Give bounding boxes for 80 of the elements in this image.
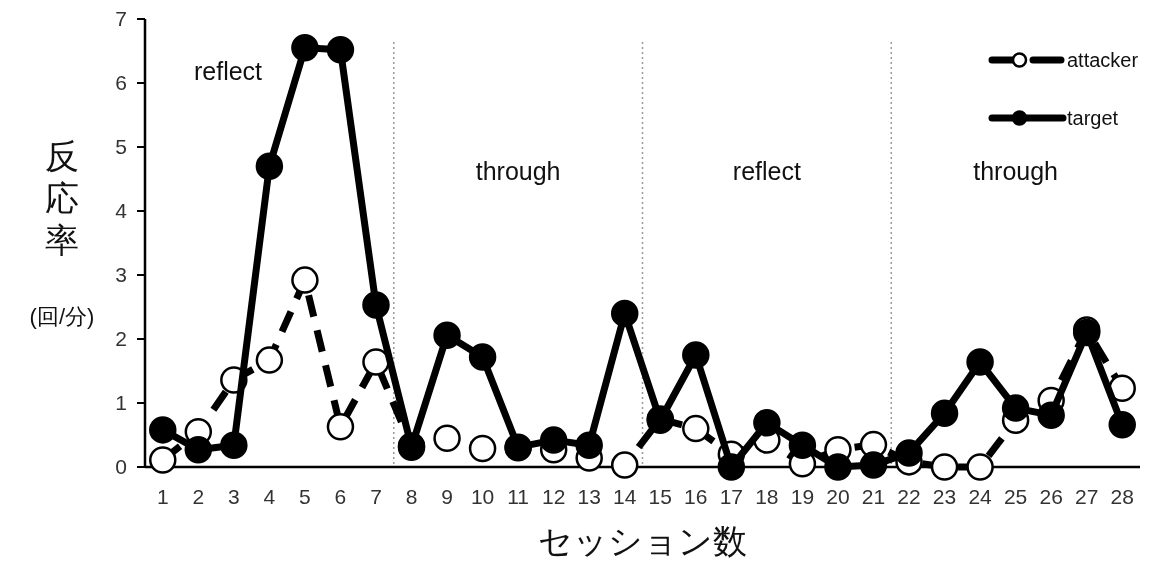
point bbox=[1108, 374, 1136, 403]
point bbox=[255, 346, 284, 374]
y-tick-label: 3 bbox=[115, 263, 127, 286]
x-tick-label: 6 bbox=[334, 485, 347, 508]
x-tick-label: 20 bbox=[826, 485, 850, 508]
y-tick-label: 0 bbox=[115, 455, 127, 478]
x-tick-label: 1 bbox=[156, 485, 169, 508]
ylabel: 反応率(回/分) bbox=[29, 137, 95, 329]
x-tick-label: 10 bbox=[470, 485, 495, 508]
legend-label: target bbox=[1067, 107, 1119, 129]
y-tick-label: 5 bbox=[115, 135, 127, 158]
point bbox=[220, 431, 248, 459]
point bbox=[930, 399, 959, 427]
point bbox=[255, 152, 284, 180]
point bbox=[610, 451, 639, 479]
x-tick-label: 25 bbox=[1003, 485, 1028, 508]
point bbox=[930, 453, 959, 481]
x-tick-label: 2 bbox=[192, 485, 205, 508]
annotation: reflect bbox=[193, 57, 263, 85]
x-tick-label: 4 bbox=[263, 485, 276, 508]
point bbox=[824, 453, 852, 481]
x-tick-label: 26 bbox=[1039, 485, 1063, 508]
point bbox=[468, 343, 497, 371]
x-tick-label: 17 bbox=[719, 485, 744, 508]
y-tick-label: 2 bbox=[115, 327, 127, 350]
x-tick-label: 21 bbox=[861, 485, 886, 508]
point bbox=[788, 431, 817, 459]
point bbox=[575, 431, 603, 459]
y-tick-label: 1 bbox=[115, 391, 127, 414]
x-tick-label: 23 bbox=[932, 485, 957, 508]
point bbox=[362, 348, 390, 376]
annotation: through bbox=[475, 157, 561, 185]
annotation: through bbox=[973, 157, 1059, 185]
point bbox=[326, 35, 355, 64]
y-tick-label: 6 bbox=[115, 71, 127, 94]
point bbox=[326, 412, 355, 441]
x-tick-label: 5 bbox=[299, 485, 311, 508]
point bbox=[610, 299, 639, 328]
x-tick-label: 12 bbox=[541, 485, 566, 508]
x-tick-label: 16 bbox=[684, 485, 708, 508]
x-tick-label: 3 bbox=[228, 485, 240, 508]
point bbox=[149, 446, 177, 474]
point bbox=[1108, 411, 1136, 439]
point bbox=[682, 341, 710, 369]
x-tick-label: 14 bbox=[613, 485, 637, 508]
point bbox=[149, 416, 177, 444]
point bbox=[433, 321, 461, 349]
x-tick-label: 28 bbox=[1110, 485, 1134, 508]
point bbox=[184, 435, 213, 464]
x-tick-label: 11 bbox=[507, 485, 530, 508]
x-tick-label: 15 bbox=[648, 485, 672, 508]
point bbox=[966, 453, 994, 481]
point bbox=[895, 439, 923, 467]
x-tick-label: 22 bbox=[897, 485, 921, 508]
y-tick-label: 7 bbox=[115, 7, 127, 30]
point bbox=[859, 451, 888, 479]
point bbox=[753, 409, 781, 437]
annotation: reflect bbox=[732, 157, 801, 185]
point bbox=[468, 434, 497, 463]
x-tick-label: 9 bbox=[441, 485, 453, 508]
point bbox=[539, 426, 568, 454]
x-tick-label: 27 bbox=[1075, 485, 1099, 508]
point bbox=[291, 34, 319, 62]
x-tick-label: 7 bbox=[370, 485, 382, 508]
x-axis-title: セッション数 bbox=[538, 522, 747, 560]
point bbox=[1001, 394, 1030, 422]
x-tick-label: 24 bbox=[968, 485, 993, 508]
point bbox=[966, 348, 994, 376]
point bbox=[682, 414, 710, 443]
point bbox=[433, 424, 461, 452]
legend-label: attacker bbox=[1067, 49, 1139, 71]
y-tick-label: 4 bbox=[115, 199, 128, 222]
point bbox=[1037, 401, 1065, 429]
x-tick-label: 19 bbox=[790, 485, 815, 508]
x-tick-label: 8 bbox=[405, 485, 418, 508]
point bbox=[291, 266, 319, 294]
point bbox=[717, 453, 746, 481]
point bbox=[362, 291, 390, 319]
x-tick-label: 13 bbox=[577, 485, 601, 508]
x-tick-label: 18 bbox=[755, 485, 779, 508]
